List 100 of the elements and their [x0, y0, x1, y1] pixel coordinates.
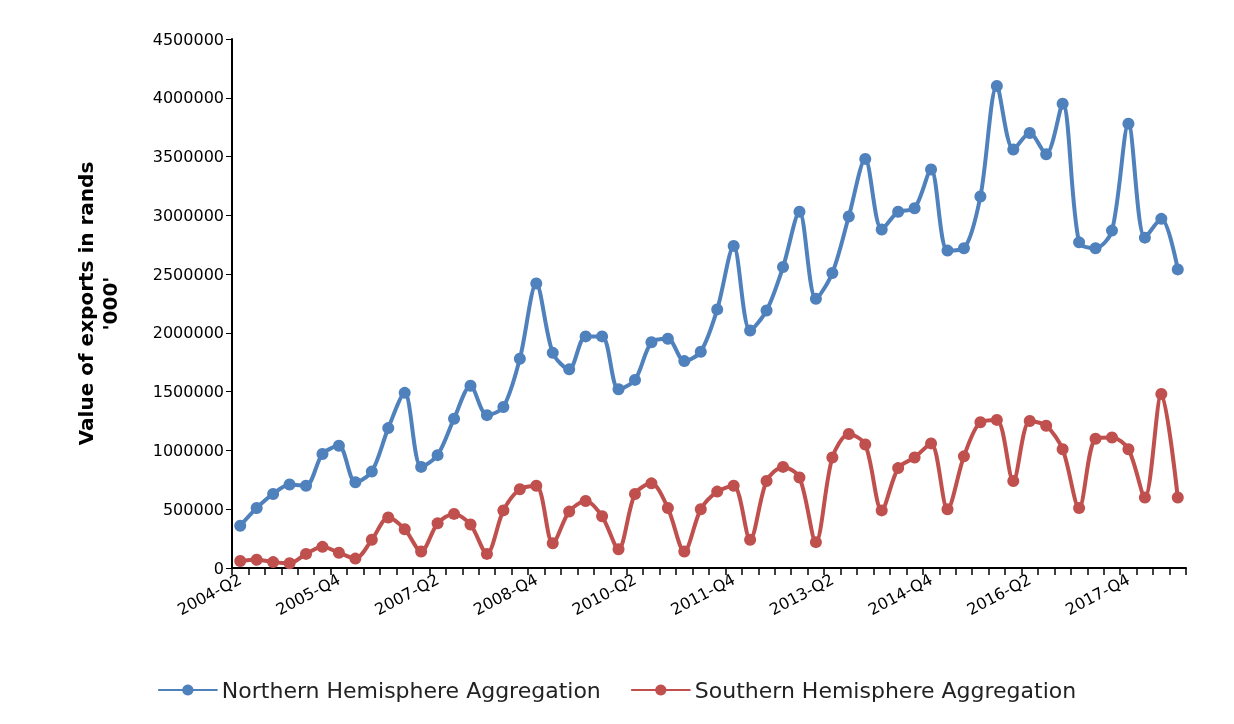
- point: [957, 450, 970, 463]
- point: [711, 485, 724, 498]
- point: [1089, 242, 1102, 255]
- point: [1138, 491, 1151, 504]
- point: [267, 487, 280, 500]
- point: [760, 475, 773, 488]
- point: [596, 330, 609, 343]
- point: [1106, 224, 1118, 237]
- point: [415, 460, 428, 473]
- point: [365, 465, 378, 478]
- y-tick-label: 1000000: [152, 440, 224, 460]
- point: [842, 427, 855, 440]
- point: [974, 190, 987, 203]
- point: [629, 373, 641, 386]
- point: [316, 447, 329, 460]
- point: [1122, 117, 1135, 130]
- point: [1089, 432, 1102, 445]
- y-tick-label: 4500000: [152, 29, 224, 49]
- point: [497, 400, 510, 413]
- point: [777, 460, 790, 473]
- point: [793, 205, 806, 218]
- point: [694, 503, 707, 516]
- point: [661, 332, 674, 345]
- point: [431, 449, 444, 462]
- point: [1073, 236, 1086, 249]
- point: [1155, 212, 1168, 225]
- point: [826, 266, 839, 279]
- point: [941, 503, 954, 516]
- y-tick-label: 1500000: [152, 382, 224, 402]
- point: [1122, 443, 1135, 456]
- point: [661, 502, 674, 515]
- point: [645, 336, 658, 349]
- point: [1155, 388, 1168, 401]
- point: [629, 487, 641, 500]
- point: [530, 277, 543, 290]
- point: [513, 352, 526, 365]
- point: [316, 540, 329, 553]
- point: [875, 223, 888, 236]
- point: [300, 479, 313, 492]
- point: [382, 511, 395, 524]
- point: [365, 533, 378, 546]
- point: [480, 409, 493, 422]
- point: [990, 80, 1003, 93]
- point: [892, 462, 905, 475]
- point: [711, 303, 724, 316]
- point: [974, 416, 987, 429]
- y-tick-label: 2500000: [152, 264, 224, 284]
- point: [448, 412, 461, 425]
- point: [563, 505, 576, 518]
- point: [1171, 491, 1184, 504]
- point: [332, 439, 345, 452]
- point: [349, 476, 362, 489]
- point: [809, 292, 822, 305]
- point: [1023, 127, 1036, 140]
- point: [1106, 431, 1118, 444]
- point: [809, 536, 822, 549]
- point: [1056, 97, 1069, 110]
- point: [398, 386, 411, 399]
- point: [579, 495, 592, 507]
- point: [777, 261, 790, 274]
- point: [793, 471, 806, 484]
- y-tick-label: 500000: [162, 499, 224, 519]
- point: [300, 547, 313, 560]
- point: [283, 557, 296, 570]
- point: [694, 345, 707, 358]
- point: [990, 413, 1003, 426]
- point: [563, 363, 576, 376]
- point: [1007, 475, 1020, 488]
- point: [234, 519, 247, 532]
- point: [1073, 502, 1086, 515]
- point: [826, 451, 839, 464]
- point: [1040, 148, 1053, 161]
- point: [908, 451, 921, 464]
- point: [645, 477, 658, 490]
- point: [480, 547, 493, 560]
- point: [941, 244, 954, 257]
- point: [596, 510, 609, 523]
- point: [925, 437, 938, 450]
- point: [1007, 143, 1020, 156]
- y-tick-label: 3500000: [152, 147, 224, 167]
- point: [1171, 263, 1184, 276]
- point: [579, 330, 592, 343]
- point: [842, 210, 855, 223]
- point: [859, 152, 872, 165]
- point: [744, 533, 757, 546]
- point: [415, 545, 428, 558]
- point: [382, 422, 395, 435]
- point: [925, 163, 938, 176]
- point: [398, 523, 411, 536]
- point: [513, 483, 526, 496]
- point: [612, 543, 625, 556]
- point: [497, 504, 510, 517]
- point: [875, 504, 888, 517]
- point: [892, 205, 905, 218]
- point: [1056, 443, 1069, 456]
- point: [957, 242, 970, 255]
- point: [464, 518, 477, 531]
- point: [760, 304, 773, 317]
- point: [744, 324, 757, 337]
- point: [1138, 231, 1151, 244]
